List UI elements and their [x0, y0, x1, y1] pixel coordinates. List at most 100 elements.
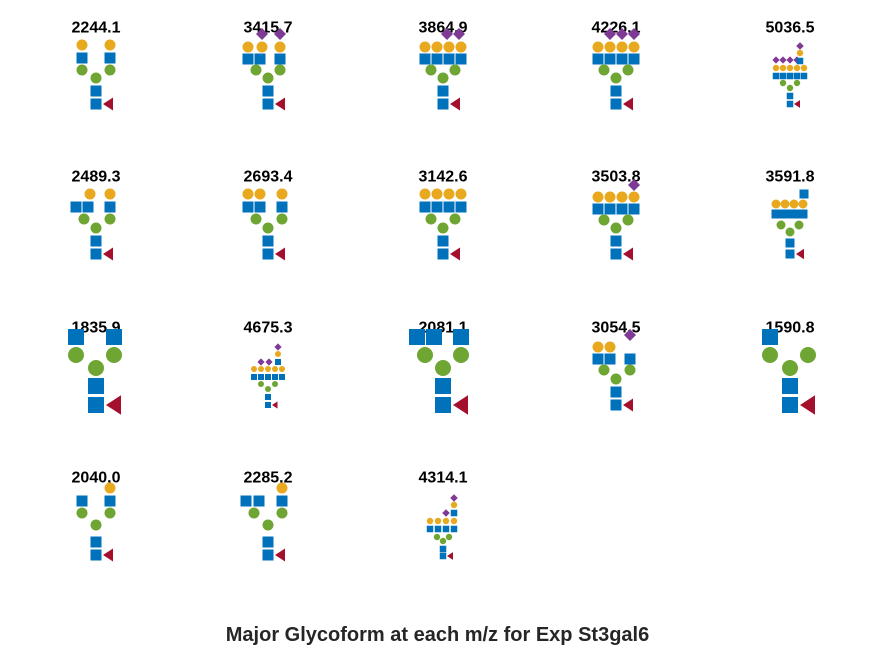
purple-diamond-icon	[442, 509, 450, 517]
green-circle-icon	[88, 360, 104, 376]
mz-label: 2040.0	[72, 469, 121, 486]
blue-square-icon	[104, 52, 116, 64]
yellow-circle-icon	[616, 41, 628, 53]
yellow-circle-icon	[442, 517, 450, 525]
glycan-structure: 1590.8	[762, 319, 816, 415]
blue-square-icon	[70, 201, 82, 213]
purple-diamond-icon	[624, 329, 636, 341]
red-triangle-icon	[794, 100, 800, 108]
green-circle-icon	[598, 64, 610, 76]
green-circle-icon	[250, 64, 262, 76]
glycan-structure: 2040.0	[72, 469, 121, 562]
green-circle-icon	[90, 222, 102, 234]
mz-label: 2693.4	[244, 168, 293, 185]
green-circle-icon	[598, 364, 610, 376]
green-circle-icon	[445, 533, 453, 541]
green-circle-icon	[776, 220, 786, 230]
green-circle-icon	[258, 381, 264, 387]
green-circle-icon	[250, 213, 262, 225]
blue-square-icon	[610, 85, 622, 97]
blue-square-icon	[435, 397, 451, 413]
blue-square-icon	[455, 201, 467, 213]
green-circle-icon	[76, 507, 88, 519]
purple-diamond-icon	[256, 28, 268, 40]
blue-square-icon	[443, 53, 455, 65]
blue-square-icon	[242, 53, 254, 65]
purple-diamond-icon	[265, 358, 273, 366]
red-triangle-icon	[453, 395, 468, 415]
blue-square-icon	[68, 329, 84, 345]
yellow-circle-icon	[455, 41, 467, 53]
yellow-circle-icon	[786, 64, 794, 72]
yellow-circle-icon	[779, 64, 787, 72]
green-circle-icon	[104, 507, 116, 519]
blue-square-icon	[426, 525, 434, 533]
blue-square-icon	[254, 201, 266, 213]
glycan-structure: 3864.9	[419, 19, 468, 111]
yellow-circle-icon	[426, 517, 434, 525]
yellow-circle-icon	[279, 366, 285, 372]
glycan-structure: 3503.8	[592, 168, 641, 261]
blue-square-icon	[782, 378, 798, 394]
blue-square-icon	[106, 329, 122, 345]
blue-square-icon	[90, 536, 102, 548]
yellow-circle-icon	[616, 191, 628, 203]
blue-square-icon	[453, 329, 469, 345]
purple-diamond-icon	[453, 28, 465, 40]
green-circle-icon	[762, 347, 778, 363]
yellow-circle-icon	[104, 39, 116, 51]
blue-square-icon	[450, 509, 458, 517]
yellow-circle-icon	[265, 366, 271, 372]
blue-square-icon	[796, 57, 804, 65]
yellow-circle-icon	[434, 517, 442, 525]
blue-square-icon	[439, 545, 447, 553]
blue-square-icon	[789, 209, 799, 219]
blue-square-icon	[409, 329, 425, 345]
blue-square-icon	[604, 203, 616, 215]
glycan-structure: 3054.5	[592, 319, 641, 412]
blue-square-icon	[419, 53, 431, 65]
blue-square-icon	[610, 399, 622, 411]
green-circle-icon	[622, 214, 634, 226]
green-circle-icon	[425, 64, 437, 76]
purple-diamond-icon	[616, 28, 628, 40]
red-triangle-icon	[275, 247, 285, 261]
yellow-circle-icon	[254, 188, 266, 200]
green-circle-icon	[786, 84, 794, 92]
glycan-structure: 2489.3	[70, 168, 121, 261]
yellow-circle-icon	[604, 41, 616, 53]
yellow-circle-icon	[592, 191, 604, 203]
red-triangle-icon	[447, 552, 453, 560]
blue-square-icon	[253, 495, 265, 507]
blue-square-icon	[262, 235, 274, 247]
blue-square-icon	[786, 100, 794, 108]
green-circle-icon	[779, 79, 787, 87]
glycan-structure: 3142.6	[419, 168, 468, 261]
blue-square-icon	[90, 85, 102, 97]
purple-diamond-icon	[257, 358, 265, 366]
blue-square-icon	[276, 495, 288, 507]
green-circle-icon	[265, 386, 271, 392]
blue-square-icon	[265, 394, 271, 400]
mz-label: 3142.6	[419, 168, 468, 185]
red-triangle-icon	[623, 97, 633, 111]
blue-square-icon	[439, 552, 447, 560]
blue-square-icon	[780, 209, 790, 219]
glycan-structure: 4226.1	[592, 19, 641, 111]
blue-square-icon	[90, 248, 102, 260]
yellow-circle-icon	[76, 39, 88, 51]
blue-square-icon	[265, 402, 271, 408]
glycan-structure: 2285.2	[240, 469, 293, 562]
blue-square-icon	[419, 201, 431, 213]
green-circle-icon	[782, 360, 798, 376]
green-circle-icon	[439, 537, 447, 545]
green-circle-icon	[449, 213, 461, 225]
blue-square-icon	[437, 85, 449, 97]
blue-square-icon	[616, 203, 628, 215]
blue-square-icon	[88, 397, 104, 413]
green-circle-icon	[785, 227, 795, 237]
yellow-circle-icon	[443, 41, 455, 53]
yellow-circle-icon	[431, 188, 443, 200]
yellow-circle-icon	[800, 64, 808, 72]
